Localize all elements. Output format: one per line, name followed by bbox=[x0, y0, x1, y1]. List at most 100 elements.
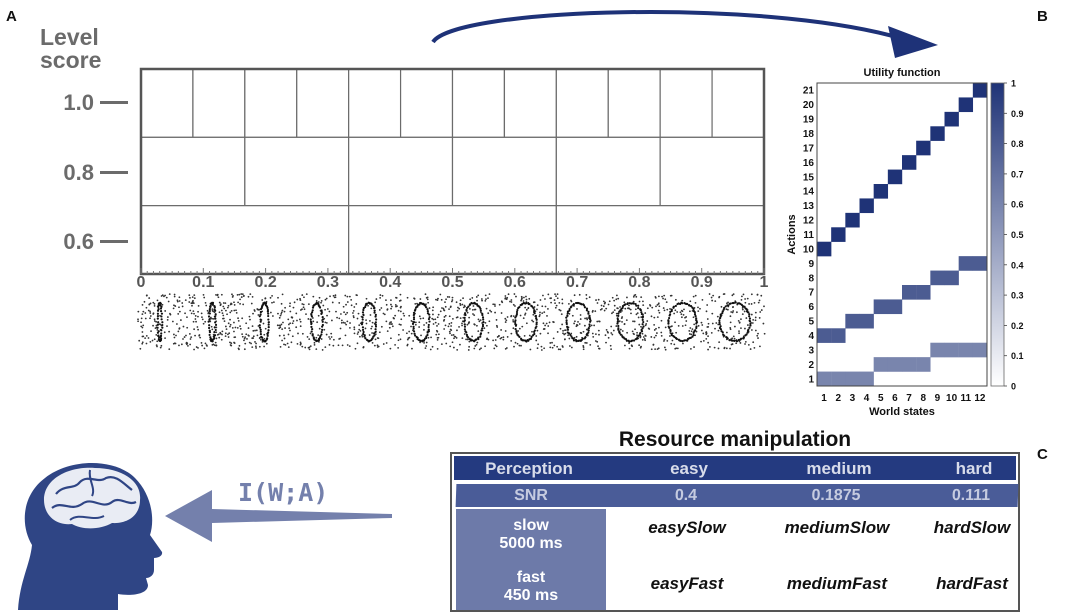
noise-dot bbox=[510, 301, 513, 303]
ytick-mark-0-6 bbox=[100, 240, 128, 243]
noise-dot bbox=[436, 347, 439, 350]
noise-dot bbox=[156, 329, 159, 331]
noise-dot bbox=[475, 296, 478, 298]
noise-dot bbox=[340, 313, 342, 315]
noise-dot bbox=[525, 308, 528, 311]
stimulus-dot bbox=[617, 327, 620, 330]
noise-dot bbox=[255, 329, 258, 332]
noise-dot bbox=[585, 317, 588, 320]
level-1-0-row-cell bbox=[503, 68, 557, 138]
stimulus-dot bbox=[579, 339, 582, 342]
noise-dot bbox=[240, 293, 243, 295]
stimulus-dot bbox=[373, 332, 376, 335]
stimulus-dot bbox=[725, 335, 728, 339]
noise-dot bbox=[215, 293, 217, 296]
noise-dot bbox=[629, 308, 632, 311]
noise-dot bbox=[202, 293, 205, 296]
heatmap-cell bbox=[930, 342, 945, 358]
heatmap-cell bbox=[916, 140, 931, 156]
noise-dot bbox=[744, 327, 746, 330]
noise-dot bbox=[154, 327, 157, 330]
noise-dot bbox=[506, 316, 509, 318]
noise-dot bbox=[259, 338, 262, 341]
noise-dot bbox=[379, 296, 382, 299]
heatmap-y-tick-label: 1 bbox=[808, 374, 814, 385]
stimulus-dot bbox=[364, 337, 367, 340]
noise-dot bbox=[510, 315, 512, 318]
noise-dot bbox=[210, 325, 213, 328]
stimulus-dot bbox=[617, 324, 620, 328]
noise-dot bbox=[241, 335, 244, 338]
noise-dot bbox=[487, 312, 490, 315]
stimulus-dot bbox=[159, 307, 163, 310]
noise-dot bbox=[525, 298, 528, 301]
noise-dot bbox=[602, 305, 605, 308]
noise-dot bbox=[139, 347, 142, 350]
noise-dot bbox=[531, 330, 533, 333]
noise-dot bbox=[426, 298, 429, 301]
noise-dot bbox=[227, 336, 230, 338]
noise-dot bbox=[406, 296, 409, 299]
stimulus-dot bbox=[640, 311, 643, 314]
noise-dot bbox=[141, 326, 144, 329]
noise-dot bbox=[418, 315, 421, 318]
noise-dot bbox=[513, 345, 515, 348]
noise-dot bbox=[640, 316, 643, 318]
noise-dot bbox=[537, 343, 540, 346]
stimulus-dot bbox=[213, 334, 217, 337]
stimulus-dot bbox=[427, 325, 430, 329]
noise-dot bbox=[756, 334, 759, 337]
noise-dot bbox=[286, 342, 289, 345]
noise-dot bbox=[646, 320, 649, 322]
stimulus-dot bbox=[481, 313, 484, 317]
fast-label: fast bbox=[516, 569, 546, 586]
stimulus-dot bbox=[670, 332, 673, 335]
noise-dot bbox=[329, 338, 331, 340]
noise-dot bbox=[221, 312, 224, 315]
noise-dot bbox=[344, 334, 347, 337]
noise-dot bbox=[289, 322, 292, 325]
stimulus-dot bbox=[415, 335, 418, 339]
noise-dot bbox=[582, 348, 585, 351]
noise-dot bbox=[399, 306, 402, 309]
heatmap-cell bbox=[958, 97, 974, 113]
noise-dot bbox=[717, 329, 720, 332]
noise-dot bbox=[152, 301, 155, 304]
noise-dot bbox=[197, 328, 199, 331]
level-1-0-row-cell bbox=[244, 68, 298, 138]
stimulus-dot bbox=[310, 320, 313, 324]
noise-dot bbox=[468, 316, 471, 319]
noise-dot bbox=[550, 297, 552, 300]
noise-dot bbox=[410, 325, 412, 328]
stimulus-dot bbox=[310, 322, 313, 326]
stimulus-dot bbox=[692, 307, 695, 311]
noise-dot bbox=[377, 345, 380, 348]
stimulus-dot bbox=[748, 317, 752, 320]
stimulus-dot bbox=[528, 338, 531, 341]
noise-dot bbox=[278, 324, 281, 327]
stimulus-dot bbox=[482, 321, 485, 324]
heatmap-cell bbox=[831, 227, 846, 242]
stimulus-dot bbox=[670, 308, 673, 311]
noise-dot bbox=[324, 298, 327, 301]
noise-dot bbox=[385, 303, 388, 306]
noise-dot bbox=[525, 322, 528, 325]
noise-dot bbox=[436, 316, 439, 319]
stimulus-dot bbox=[157, 334, 160, 337]
noise-dot bbox=[206, 309, 209, 312]
noise-dot bbox=[247, 295, 250, 298]
noise-dot bbox=[225, 309, 227, 312]
noise-dot bbox=[753, 301, 756, 304]
noise-dot bbox=[264, 297, 267, 300]
noise-dot bbox=[188, 301, 191, 303]
noise-dot bbox=[646, 307, 649, 310]
stimulus-dot bbox=[266, 308, 270, 312]
noise-dot bbox=[251, 346, 254, 349]
level-1-0-row-cell bbox=[555, 68, 609, 138]
noise-dot bbox=[167, 300, 170, 303]
stimulus-dot bbox=[160, 332, 163, 335]
stimulus-dot bbox=[465, 308, 468, 311]
noise-dot bbox=[397, 346, 400, 349]
noise-dot bbox=[459, 299, 462, 302]
noise-dot bbox=[744, 343, 746, 345]
